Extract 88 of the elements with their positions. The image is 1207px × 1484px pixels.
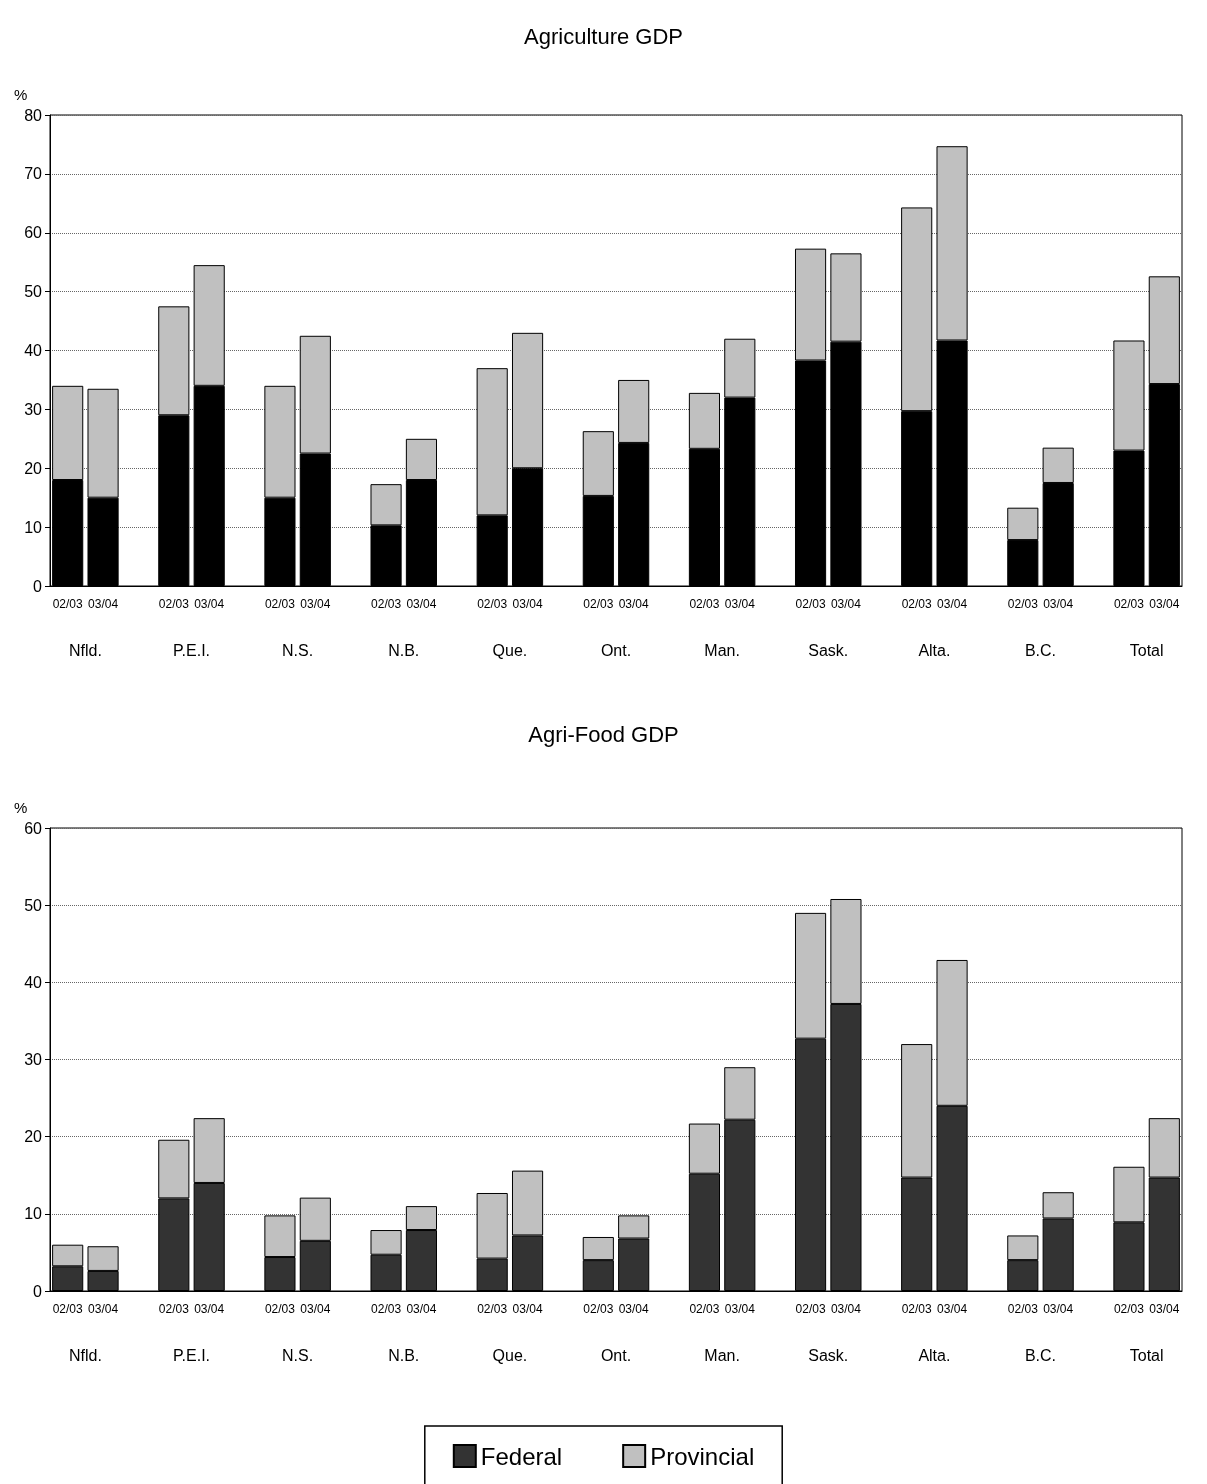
- legend-label: Provincial: [650, 1442, 755, 1470]
- y-tick-label: 70: [24, 165, 43, 183]
- x-tick-label: 02/03: [1113, 597, 1145, 611]
- text: B.C.: [1024, 641, 1057, 659]
- x-tick-label: 02/03: [1007, 597, 1039, 611]
- text: N.S.: [282, 1346, 314, 1364]
- y-tick-label: 20: [24, 459, 43, 477]
- y-tick-label: 20: [24, 1128, 43, 1146]
- x-tick-label: 02/03: [689, 1302, 720, 1316]
- text: P.E.I.: [172, 641, 211, 659]
- x-tick-label: 03/04: [512, 597, 543, 611]
- text: Ont.: [600, 1346, 632, 1364]
- x-tick-label: 03/04: [300, 1302, 331, 1316]
- x-tick-label: 03/04: [1043, 597, 1074, 611]
- x-tick-label: 03/04: [1149, 597, 1180, 611]
- x-tick-label: 02/03: [795, 1302, 826, 1316]
- x-tick-label: 02/03: [52, 1302, 84, 1316]
- x-tick-label: 02/03: [52, 597, 84, 611]
- x-tick-label: 02/03: [477, 597, 508, 611]
- text: N.S.: [282, 641, 314, 659]
- text: Sask.: [808, 641, 849, 659]
- text: Man.: [704, 1346, 740, 1364]
- x-tick-label: 02/03: [264, 1302, 296, 1316]
- y-tick-label: 30: [24, 400, 43, 418]
- text: Nfld.: [68, 1346, 102, 1364]
- text: N.B.: [388, 1346, 420, 1364]
- y-tick-label: 10: [24, 1205, 43, 1223]
- y-axis-title: %: [14, 86, 28, 103]
- x-tick-label: 03/04: [1043, 1302, 1074, 1316]
- chart-title: Agri-Food GDP: [528, 721, 679, 747]
- x-tick-label: 02/03: [158, 1302, 190, 1316]
- text: Man.: [704, 641, 740, 659]
- x-tick-label: 02/03: [901, 597, 933, 611]
- y-axis-title: %: [14, 799, 28, 816]
- x-tick-label: 03/04: [724, 1302, 756, 1316]
- text: Alta.: [918, 641, 951, 659]
- x-tick-label: 03/04: [88, 1302, 119, 1316]
- y-tick-label: 10: [24, 518, 43, 536]
- x-tick-label: 03/04: [300, 597, 331, 611]
- x-tick-label: 02/03: [158, 597, 190, 611]
- text: Total: [1129, 1346, 1164, 1364]
- y-tick-label: 0: [33, 577, 43, 595]
- y-tick-label: 80: [24, 106, 43, 124]
- x-tick-label: 03/04: [937, 597, 968, 611]
- legend-label: Federal: [480, 1442, 563, 1470]
- x-tick-label: 03/04: [830, 1302, 862, 1316]
- y-tick-label: 60: [24, 224, 43, 242]
- y-tick-label: 50: [24, 283, 43, 301]
- y-tick-label: 50: [24, 896, 43, 914]
- x-tick-label: 03/04: [406, 597, 437, 611]
- text: Nfld.: [68, 641, 102, 659]
- x-tick-label: 02/03: [901, 1302, 933, 1316]
- y-tick-label: 60: [24, 819, 43, 837]
- text: B.C.: [1024, 1346, 1057, 1364]
- y-tick-label: 40: [24, 342, 43, 359]
- text: N.B.: [388, 641, 420, 659]
- x-tick-label: 02/03: [477, 1302, 508, 1316]
- x-tick-label: 02/03: [689, 597, 720, 611]
- x-tick-label: 02/03: [1113, 1302, 1145, 1316]
- y-tick-label: 40: [24, 973, 43, 991]
- x-tick-label: 02/03: [264, 597, 296, 611]
- text: Que.: [492, 641, 528, 659]
- x-tick-label: 02/03: [795, 597, 826, 611]
- text: Sask.: [808, 1346, 849, 1364]
- x-tick-label: 02/03: [583, 1302, 614, 1316]
- y-tick-label: 30: [24, 1051, 43, 1068]
- text: Ont.: [600, 641, 632, 659]
- x-tick-label: 03/04: [1149, 1302, 1180, 1316]
- x-tick-label: 02/03: [371, 1302, 402, 1316]
- x-tick-label: 03/04: [194, 597, 225, 611]
- x-tick-label: 02/03: [583, 597, 614, 611]
- text: P.E.I.: [172, 1346, 211, 1364]
- x-tick-label: 03/04: [406, 1302, 437, 1316]
- x-tick-label: 03/04: [618, 597, 650, 611]
- x-tick-label: 03/04: [88, 597, 119, 611]
- text: Alta.: [918, 1346, 951, 1364]
- x-tick-label: 02/03: [1007, 1302, 1039, 1316]
- x-tick-label: 03/04: [194, 1302, 225, 1316]
- chart-title: Agriculture GDP: [524, 23, 683, 49]
- x-tick-label: 03/04: [724, 597, 756, 611]
- x-tick-label: 03/04: [830, 597, 862, 611]
- y-tick-label: 0: [33, 1282, 43, 1300]
- x-tick-label: 03/04: [937, 1302, 968, 1316]
- x-tick-label: 02/03: [371, 597, 402, 611]
- text: Total: [1129, 641, 1164, 659]
- x-tick-label: 03/04: [618, 1302, 650, 1316]
- text: Que.: [492, 1346, 528, 1364]
- x-tick-label: 03/04: [512, 1302, 543, 1316]
